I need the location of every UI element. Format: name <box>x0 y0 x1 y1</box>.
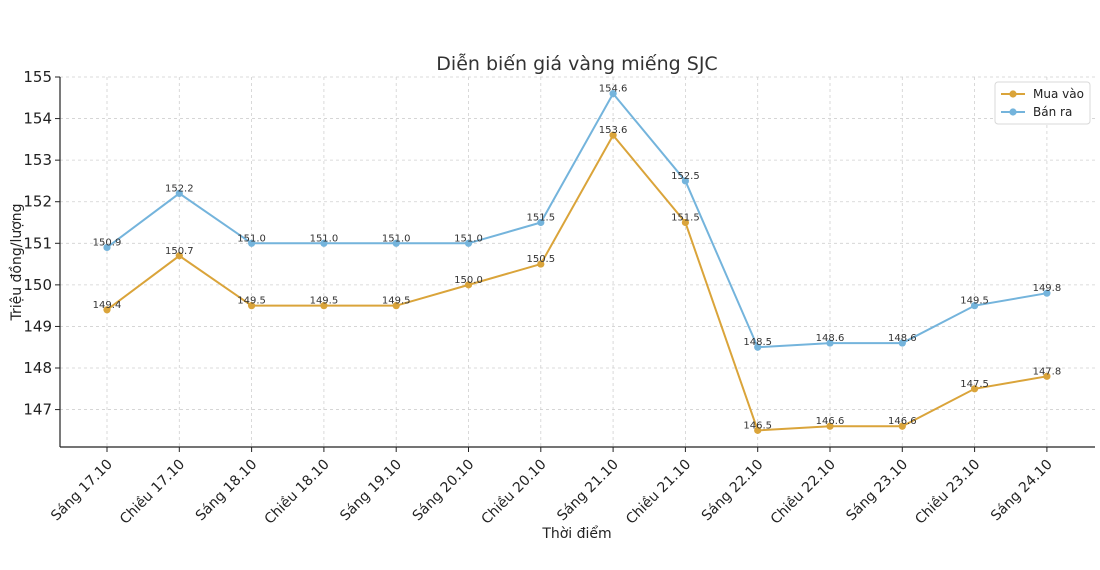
legend-box <box>994 81 1091 125</box>
data-label: 150.9 <box>93 237 122 248</box>
series-layer: 149.4 150.7 149.5 149.5 149.5 150.0 150.5 153.6… <box>93 84 1062 434</box>
data-label: 150.0 <box>454 275 483 286</box>
data-label: 148.6 <box>816 333 845 344</box>
data-label: 149.8 <box>1033 283 1062 294</box>
data-label: 151.0 <box>454 233 483 244</box>
data-label: 152.5 <box>671 171 700 182</box>
data-label: 146.5 <box>743 420 772 431</box>
data-label: 148.5 <box>743 337 772 348</box>
data-label: 149.5 <box>310 296 339 307</box>
x-tick-label: Chiều 20.10 <box>478 456 550 528</box>
x-tick-label: Sáng 18.10 <box>193 457 261 525</box>
data-point <box>754 343 762 351</box>
data-label: 153.6 <box>599 125 628 136</box>
data-point <box>103 306 111 314</box>
data-label: 147.5 <box>960 379 989 390</box>
x-tick-label: Chiều 23.10 <box>912 456 984 528</box>
data-label: 151.5 <box>671 213 700 224</box>
legend-label: Mua vào <box>1033 87 1084 101</box>
data-point <box>971 385 979 393</box>
legend-marker <box>1009 108 1017 116</box>
data-label: 151.0 <box>382 233 411 244</box>
data-point <box>898 422 906 430</box>
data-label: 150.5 <box>526 254 555 265</box>
data-label: 151.0 <box>237 233 266 244</box>
data-label: 149.5 <box>382 296 411 307</box>
data-point <box>537 218 545 227</box>
data-point <box>826 339 834 347</box>
y-tick-label: 155 <box>23 68 52 86</box>
data-point <box>103 243 111 252</box>
y-tick-label: 153 <box>23 151 52 169</box>
data-point <box>681 177 690 185</box>
y-tick-label: 148 <box>23 359 52 377</box>
y-axis-label: Triệu đồng/lượng <box>8 203 25 321</box>
data-label: 149.4 <box>93 300 122 311</box>
data-label: 151.0 <box>310 233 339 244</box>
x-axis-label: Thời điểm <box>541 525 611 542</box>
x-tick-label: Chiều 18.10 <box>261 456 333 528</box>
x-tick-label: Sáng 17.10 <box>48 457 116 525</box>
y-tick-label: 149 <box>23 317 52 335</box>
data-point <box>320 239 328 247</box>
x-axis-ticks: Sáng 17.10 Chiều 17.10 Sáng 18.10 Chiều 18.… <box>48 447 1056 528</box>
legend-marker <box>1009 90 1017 98</box>
data-label: 146.6 <box>888 416 917 427</box>
data-label: 147.8 <box>1033 366 1062 377</box>
x-tick-label: Chiều 17.10 <box>116 456 188 528</box>
data-point <box>248 239 256 247</box>
data-point <box>1043 372 1051 380</box>
data-label: 148.6 <box>888 333 917 344</box>
data-point <box>1043 289 1051 297</box>
data-point <box>754 426 762 434</box>
y-tick-label: 152 <box>23 193 52 211</box>
data-point <box>464 281 473 289</box>
data-point <box>971 302 979 310</box>
data-label: 154.6 <box>599 84 628 95</box>
series-line-mua-vao <box>106 133 1048 432</box>
data-point <box>392 239 400 247</box>
data-label: 149.5 <box>237 296 266 307</box>
x-tick-label: Chiều 21.10 <box>622 456 694 528</box>
data-point <box>175 189 183 198</box>
x-tick-label: Sáng 24.10 <box>988 457 1056 525</box>
x-tick-label: Sáng 21.10 <box>554 457 622 525</box>
y-axis-ticks: 147 148 149 150 151 152 153 154 155 <box>23 68 60 419</box>
y-tick-label: 151 <box>23 234 52 252</box>
data-label: 151.5 <box>526 213 555 224</box>
axes <box>59 77 1095 448</box>
data-label: 152.2 <box>165 183 194 194</box>
data-label: 149.5 <box>960 296 989 307</box>
y-tick-label: 147 <box>23 401 52 419</box>
x-tick-label: Sáng 20.10 <box>410 457 478 525</box>
data-label: 150.7 <box>165 246 194 257</box>
y-tick-label: 150 <box>23 276 52 294</box>
y-tick-label: 154 <box>23 110 52 128</box>
legend-label: Bán ra <box>1033 105 1072 119</box>
data-point <box>175 252 183 260</box>
x-tick-label: Chiều 22.10 <box>767 456 839 528</box>
x-tick-label: Sáng 22.10 <box>699 457 767 525</box>
data-point <box>898 339 906 347</box>
data-point <box>826 422 834 430</box>
data-point <box>464 239 473 247</box>
data-point <box>609 131 617 139</box>
data-point <box>248 302 256 310</box>
data-point <box>681 218 690 227</box>
data-label: 146.6 <box>816 416 845 427</box>
grid <box>60 76 1095 447</box>
x-tick-label: Sáng 19.10 <box>337 457 405 525</box>
data-point <box>392 302 400 310</box>
data-point <box>537 260 545 268</box>
x-tick-label: Sáng 23.10 <box>843 457 911 525</box>
data-point <box>609 90 617 98</box>
legend: Mua vào Bán ra <box>994 81 1091 125</box>
chart-title: Diễn biến giá vàng miếng SJC <box>436 52 717 75</box>
series-line-ban-ra <box>106 91 1048 349</box>
data-point <box>320 302 328 310</box>
